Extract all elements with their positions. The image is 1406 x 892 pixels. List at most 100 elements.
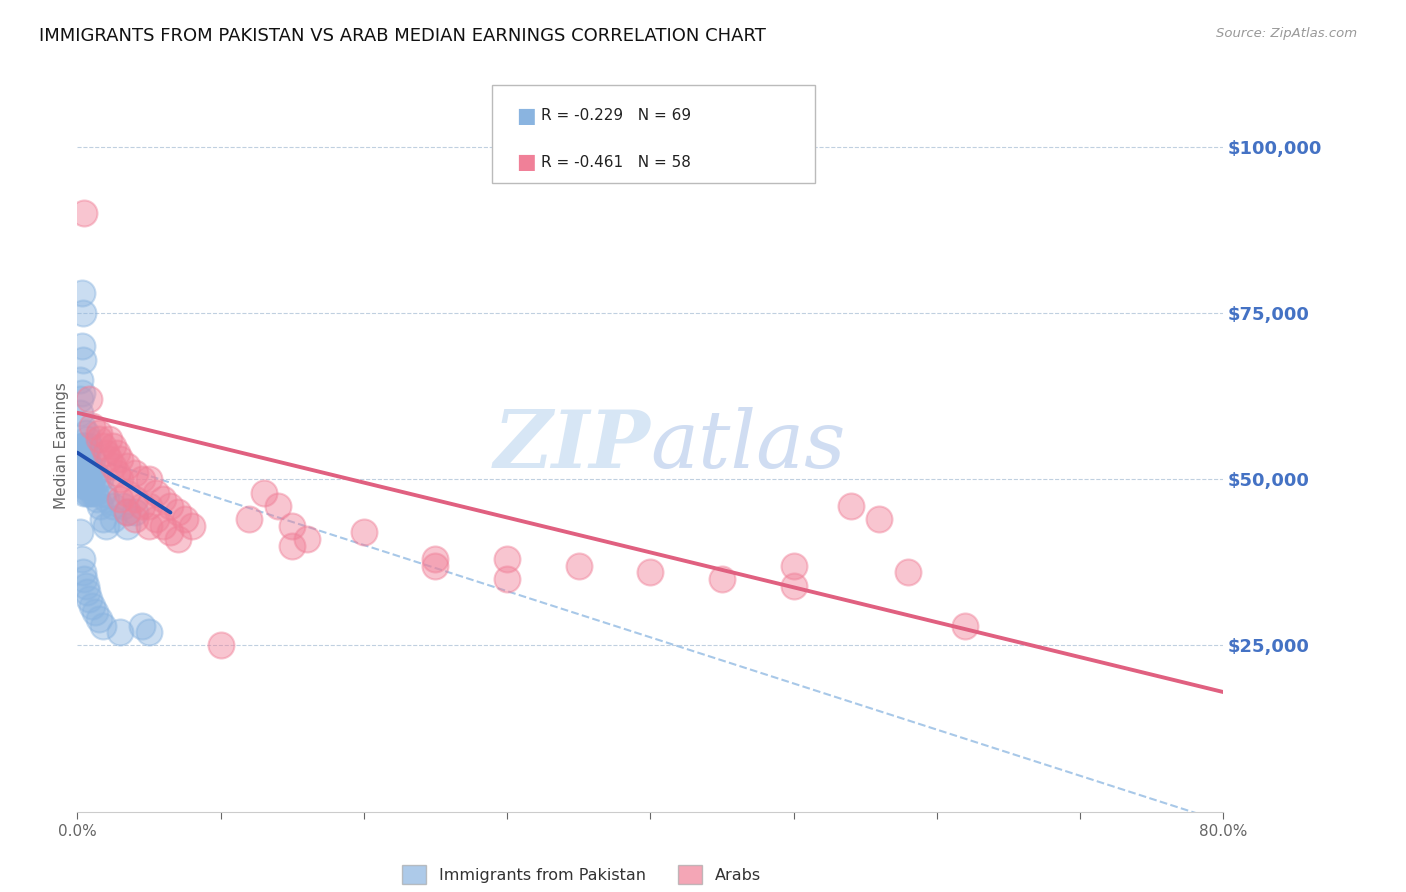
Point bbox=[73, 206, 96, 220]
Point bbox=[87, 425, 110, 440]
Point bbox=[238, 512, 260, 526]
Point bbox=[70, 419, 93, 434]
Point bbox=[70, 458, 93, 473]
Point bbox=[77, 472, 100, 486]
Point bbox=[425, 558, 447, 573]
Point bbox=[295, 532, 318, 546]
Point bbox=[77, 392, 100, 407]
Point bbox=[117, 518, 139, 533]
Point bbox=[110, 625, 132, 640]
Text: atlas: atlas bbox=[651, 408, 845, 484]
Point bbox=[124, 466, 146, 480]
Point bbox=[69, 406, 91, 420]
Point bbox=[839, 499, 862, 513]
Point bbox=[75, 452, 97, 467]
Point bbox=[75, 479, 97, 493]
Point bbox=[76, 585, 98, 599]
Point bbox=[353, 525, 375, 540]
Point bbox=[80, 472, 103, 486]
Point bbox=[209, 639, 232, 653]
Point bbox=[72, 306, 94, 320]
Point bbox=[77, 591, 100, 606]
Text: ZIP: ZIP bbox=[494, 408, 651, 484]
Point bbox=[86, 492, 108, 507]
Point bbox=[267, 499, 290, 513]
Point bbox=[101, 458, 124, 473]
Point bbox=[425, 552, 447, 566]
Point bbox=[72, 458, 94, 473]
Point bbox=[94, 492, 117, 507]
Point bbox=[281, 518, 304, 533]
Point bbox=[69, 392, 91, 407]
Point bbox=[159, 525, 181, 540]
Point bbox=[83, 466, 105, 480]
Point bbox=[252, 485, 274, 500]
Point bbox=[110, 492, 132, 507]
Point bbox=[180, 518, 204, 533]
Point bbox=[73, 458, 96, 473]
Point bbox=[955, 618, 977, 632]
Point bbox=[145, 485, 167, 500]
Point bbox=[107, 445, 129, 459]
Point bbox=[138, 518, 160, 533]
Point bbox=[69, 525, 91, 540]
Point bbox=[101, 512, 124, 526]
Point bbox=[70, 385, 93, 400]
Point bbox=[281, 539, 304, 553]
Point bbox=[112, 499, 135, 513]
Point bbox=[97, 433, 120, 447]
Point bbox=[89, 499, 111, 513]
Point bbox=[80, 419, 103, 434]
Point bbox=[124, 506, 146, 520]
Text: ■: ■ bbox=[516, 153, 536, 172]
Point bbox=[138, 472, 160, 486]
Point bbox=[159, 499, 181, 513]
Point bbox=[73, 452, 96, 467]
Point bbox=[110, 452, 132, 467]
Point bbox=[79, 466, 101, 480]
Point bbox=[87, 612, 110, 626]
Point bbox=[897, 566, 920, 580]
Point bbox=[138, 625, 160, 640]
Text: R = -0.461   N = 58: R = -0.461 N = 58 bbox=[541, 155, 692, 169]
Point bbox=[782, 579, 804, 593]
Text: Source: ZipAtlas.com: Source: ZipAtlas.com bbox=[1216, 27, 1357, 40]
Point bbox=[75, 466, 97, 480]
Point bbox=[107, 466, 129, 480]
Point bbox=[110, 472, 132, 486]
Point bbox=[568, 558, 591, 573]
Point bbox=[75, 472, 97, 486]
Point bbox=[138, 499, 160, 513]
Point bbox=[76, 472, 98, 486]
Point bbox=[124, 492, 146, 507]
Text: R = -0.229   N = 69: R = -0.229 N = 69 bbox=[541, 109, 692, 123]
Point bbox=[166, 532, 188, 546]
Point bbox=[70, 552, 93, 566]
Point bbox=[83, 605, 105, 619]
Point bbox=[640, 566, 662, 580]
Y-axis label: Median Earnings: Median Earnings bbox=[53, 383, 69, 509]
Point bbox=[72, 439, 94, 453]
Point bbox=[117, 506, 139, 520]
Point bbox=[124, 512, 146, 526]
Point bbox=[91, 439, 114, 453]
Point bbox=[97, 452, 120, 467]
Point bbox=[91, 618, 114, 632]
Point bbox=[91, 512, 114, 526]
Point bbox=[80, 599, 103, 613]
Point bbox=[782, 558, 804, 573]
Point bbox=[72, 566, 94, 580]
Point bbox=[131, 618, 153, 632]
Point bbox=[94, 445, 117, 459]
Point bbox=[75, 579, 97, 593]
Point bbox=[710, 572, 733, 586]
Point bbox=[69, 372, 91, 386]
Point bbox=[77, 458, 100, 473]
Point bbox=[80, 485, 103, 500]
Point bbox=[152, 518, 174, 533]
Point bbox=[73, 572, 96, 586]
Point bbox=[76, 485, 98, 500]
Legend: Immigrants from Pakistan, Arabs: Immigrants from Pakistan, Arabs bbox=[402, 864, 761, 884]
Point bbox=[73, 445, 96, 459]
Point bbox=[77, 439, 100, 453]
